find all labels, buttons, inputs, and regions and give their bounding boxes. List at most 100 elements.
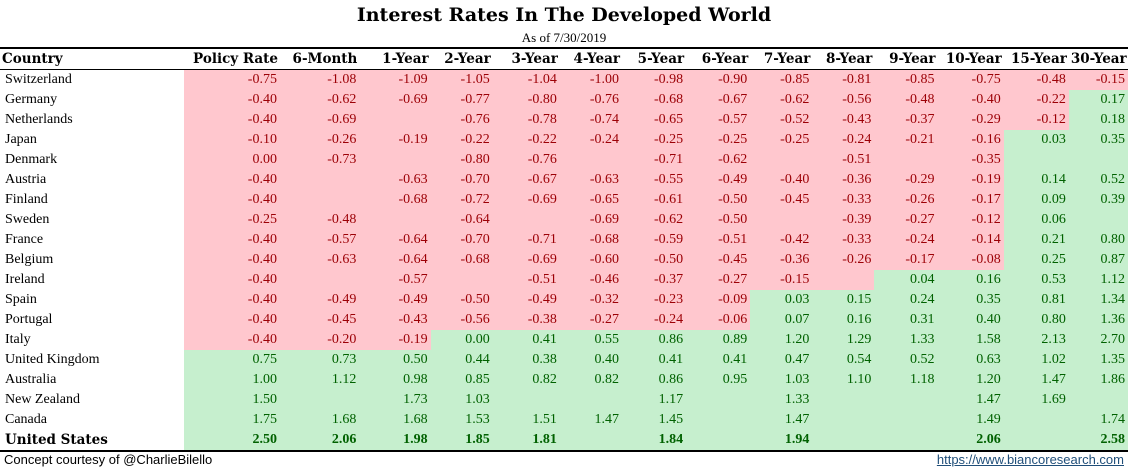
rate-cell: -0.64 xyxy=(359,230,431,250)
rate-cell: 0.40 xyxy=(937,310,1004,330)
rate-cell: -0.23 xyxy=(621,290,687,310)
country-name: Portugal xyxy=(0,310,185,330)
column-header: 5-Year xyxy=(621,47,687,70)
rate-cell: 0.63 xyxy=(937,350,1004,370)
rate-cell: -0.70 xyxy=(430,230,493,250)
table-row: Belgium -0.40 -0.63 -0.64 -0.68 -0.69 -0.60 -0.… xyxy=(0,250,1128,270)
rate-cell: 0.40 xyxy=(559,350,622,370)
rate-cell: -0.24 xyxy=(874,230,938,250)
table-row: Canada 1.75 1.68 1.68 1.53 1.51 1.47 1.45 1.47 1.… xyxy=(0,410,1128,430)
rate-cell xyxy=(812,430,875,452)
rate-cell: 1.20 xyxy=(750,330,813,350)
table-row: United States 2.50 2.06 1.98 1.85 1.81 1.84 1.9… xyxy=(0,430,1128,452)
table-row: France -0.40 -0.57 -0.64 -0.70 -0.71 -0.68 -0.5… xyxy=(0,230,1128,250)
table-row: Italy -0.40 -0.20 -0.19 0.00 0.41 0.55 0.86 0.89… xyxy=(0,330,1128,350)
rate-cell: -0.75 xyxy=(184,69,280,90)
rate-cell: -0.48 xyxy=(279,210,360,230)
rate-cell: -0.90 xyxy=(686,69,751,90)
rate-cell: -0.60 xyxy=(559,250,622,270)
rate-cell: -0.17 xyxy=(874,250,938,270)
rate-cell: -0.51 xyxy=(812,150,875,170)
rate-cell: -0.52 xyxy=(750,110,813,130)
rate-cell: 0.15 xyxy=(812,290,875,310)
rate-cell: -0.15 xyxy=(750,270,813,290)
rate-cell: -0.42 xyxy=(750,230,813,250)
rate-cell: -0.26 xyxy=(279,130,360,150)
rate-cell: -0.57 xyxy=(359,270,431,290)
rate-cell: 1.20 xyxy=(937,370,1004,390)
rate-cell: -0.25 xyxy=(184,210,280,230)
rate-cell xyxy=(279,270,360,290)
column-header: 1-Year xyxy=(359,47,431,70)
rate-cell: -0.39 xyxy=(812,210,875,230)
rate-cell: 0.87 xyxy=(1068,250,1128,270)
rate-cell: 2.58 xyxy=(1068,430,1128,452)
rate-cell: -0.49 xyxy=(359,290,431,310)
table-row: Denmark 0.00 -0.73 -0.80 -0.76 -0.71 -0.62 -0.5… xyxy=(0,150,1128,170)
rate-cell: -0.69 xyxy=(279,110,360,130)
rate-cell: -1.08 xyxy=(279,69,360,90)
rate-cell: -0.85 xyxy=(874,69,938,90)
header-row: Country Policy Rate 6-Month 1-Year 2-Yea… xyxy=(0,47,1128,70)
rate-cell xyxy=(874,150,938,170)
rate-cell: -0.24 xyxy=(812,130,875,150)
column-header: 15-Year xyxy=(1003,47,1069,70)
rate-cell: 1.49 xyxy=(937,410,1004,430)
rate-cell xyxy=(686,390,751,410)
rate-cell: -0.37 xyxy=(874,110,938,130)
rate-cell: -0.85 xyxy=(750,69,813,90)
rate-cell xyxy=(492,390,560,410)
table-body: Switzerland -0.75 -1.08 -1.09 -1.05 -1.04 -1.0… xyxy=(0,69,1128,452)
rate-cell: -0.27 xyxy=(686,270,751,290)
rate-cell: 0.52 xyxy=(1068,170,1128,190)
rate-cell: 1.12 xyxy=(279,370,360,390)
rate-cell: -0.69 xyxy=(492,250,560,270)
rate-cell: -0.68 xyxy=(621,90,687,110)
rate-cell: -0.40 xyxy=(184,190,280,210)
rate-cell xyxy=(1068,210,1128,230)
rate-cell: 1.81 xyxy=(492,430,560,452)
column-header: 7-Year xyxy=(750,47,813,70)
rate-cell: -1.00 xyxy=(559,69,622,90)
rate-cell: 0.55 xyxy=(559,330,622,350)
rate-cell: -0.40 xyxy=(184,110,280,130)
rate-cell: -0.51 xyxy=(492,270,560,290)
rate-cell: -0.40 xyxy=(184,230,280,250)
rate-cell: -0.33 xyxy=(812,230,875,250)
rate-cell: -0.72 xyxy=(430,190,493,210)
rate-cell: -1.09 xyxy=(359,69,431,90)
rate-cell xyxy=(874,410,938,430)
rate-cell xyxy=(686,410,751,430)
rate-cell: 0.86 xyxy=(621,370,687,390)
rate-cell: -0.62 xyxy=(621,210,687,230)
rate-cell: 1.34 xyxy=(1068,290,1128,310)
rate-cell: -0.43 xyxy=(359,310,431,330)
column-header: 9-Year xyxy=(874,47,938,70)
rate-cell: -0.56 xyxy=(430,310,493,330)
rate-cell: 1.98 xyxy=(359,430,431,452)
rate-cell xyxy=(359,210,431,230)
rate-cell: 1.47 xyxy=(1003,370,1069,390)
rate-cell: -0.68 xyxy=(359,190,431,210)
country-name: United Kingdom xyxy=(0,350,185,370)
rate-cell xyxy=(750,210,813,230)
rate-cell: -0.16 xyxy=(937,130,1004,150)
rate-cell: -0.80 xyxy=(492,90,560,110)
rate-cell xyxy=(1003,430,1069,452)
rate-cell: 0.35 xyxy=(1068,130,1128,150)
rate-cell xyxy=(559,390,622,410)
rate-cell: -0.50 xyxy=(686,190,751,210)
rate-cell: -0.33 xyxy=(812,190,875,210)
rate-cell: 1.03 xyxy=(430,390,493,410)
rate-cell: 0.86 xyxy=(621,330,687,350)
rate-cell: 1.94 xyxy=(750,430,813,452)
country-name: Sweden xyxy=(0,210,185,230)
source-link[interactable]: https://www.biancoresearch.com xyxy=(936,452,1124,467)
rate-cell: -0.75 xyxy=(937,69,1004,90)
rate-cell: -0.62 xyxy=(750,90,813,110)
rate-cell: -0.19 xyxy=(937,170,1004,190)
rate-cell: 1.85 xyxy=(430,430,493,452)
rate-cell: -0.15 xyxy=(1068,69,1128,90)
rate-cell: 0.18 xyxy=(1068,110,1128,130)
rate-cell: 0.41 xyxy=(686,350,751,370)
